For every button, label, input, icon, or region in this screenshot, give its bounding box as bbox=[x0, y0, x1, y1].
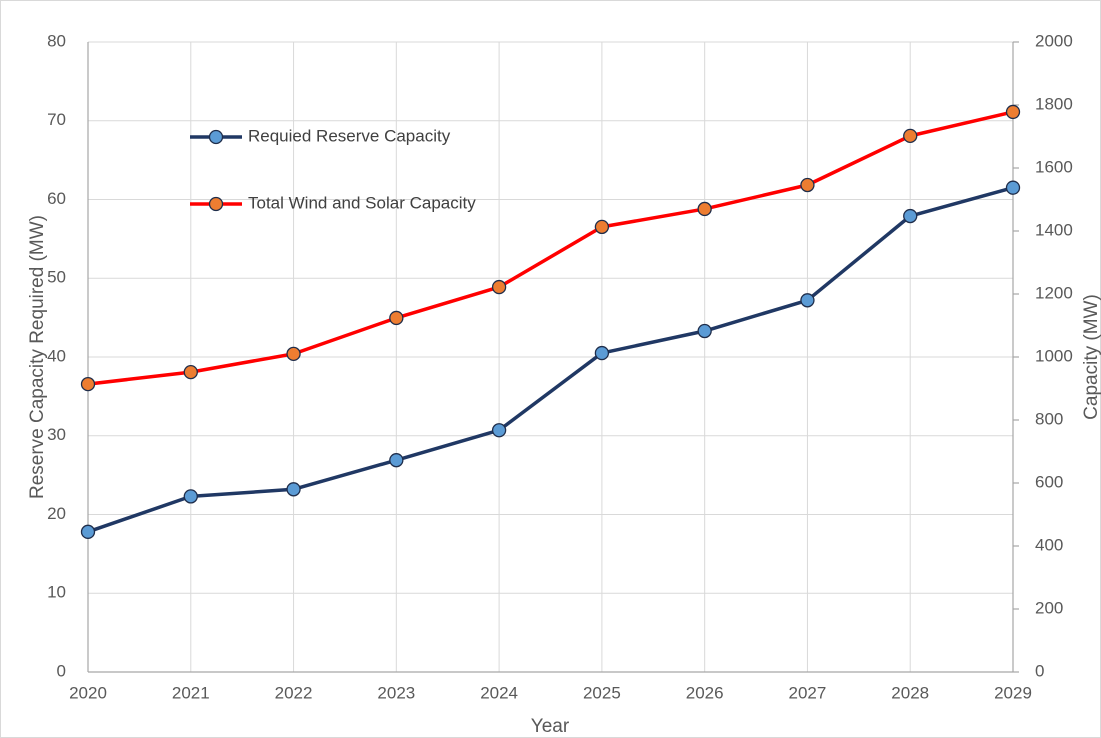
y-tick-label: 20 bbox=[47, 504, 66, 523]
y2-tick-label: 1000 bbox=[1035, 346, 1073, 365]
legend-marker bbox=[208, 129, 224, 145]
data-point bbox=[594, 219, 610, 235]
series-line bbox=[87, 186, 1014, 534]
data-point bbox=[697, 323, 712, 339]
y2-tick-label: 200 bbox=[1035, 598, 1063, 617]
x-tick-label: 2027 bbox=[789, 683, 827, 702]
y-axis-title: Reserve Capacity Required (MW) bbox=[27, 215, 48, 499]
y-tick-label: 30 bbox=[47, 425, 66, 444]
y-tick-label: 60 bbox=[47, 189, 66, 208]
y2-tick-label: 400 bbox=[1035, 535, 1063, 554]
y2-tick-label: 600 bbox=[1035, 472, 1063, 491]
x-tick-label: 2024 bbox=[480, 683, 518, 702]
legend-label: Requied Reserve Capacity bbox=[248, 126, 451, 145]
data-point bbox=[491, 423, 507, 438]
data-point bbox=[389, 310, 404, 326]
data-point bbox=[800, 293, 815, 308]
y2-tick-label: 1400 bbox=[1035, 220, 1073, 239]
data-point bbox=[286, 346, 301, 362]
y-tick-label: 10 bbox=[47, 583, 66, 602]
y2-tick-label: 800 bbox=[1035, 409, 1063, 428]
data-point bbox=[491, 279, 507, 295]
data-point bbox=[800, 177, 815, 193]
data-point bbox=[183, 489, 198, 504]
x-tick-label: 2022 bbox=[275, 683, 313, 702]
data-point bbox=[594, 345, 610, 361]
data-point bbox=[286, 482, 301, 497]
data-point bbox=[697, 201, 712, 217]
x-tick-label: 2021 bbox=[172, 683, 210, 702]
data-point bbox=[903, 128, 918, 144]
x-tick-label: 2020 bbox=[69, 683, 107, 702]
data-point bbox=[1005, 104, 1021, 120]
x-tick-label: 2026 bbox=[686, 683, 724, 702]
y2-tick-label: 0 bbox=[1035, 661, 1044, 680]
x-axis-title: Year bbox=[531, 716, 570, 737]
legend-label: Total Wind and Solar Capacity bbox=[248, 193, 476, 212]
y2-tick-label: 1600 bbox=[1035, 157, 1073, 176]
data-point bbox=[389, 453, 404, 468]
data-point bbox=[1005, 180, 1021, 195]
y-tick-label: 40 bbox=[47, 346, 66, 365]
x-tick-label: 2023 bbox=[377, 683, 415, 702]
y-tick-label: 80 bbox=[47, 31, 66, 50]
y-tick-label: 0 bbox=[57, 661, 66, 680]
data-point bbox=[183, 364, 198, 380]
y-tick-label: 50 bbox=[47, 268, 66, 287]
x-tick-label: 2029 bbox=[994, 683, 1032, 702]
legend-marker bbox=[208, 196, 224, 212]
y2-tick-label: 2000 bbox=[1035, 31, 1073, 50]
data-point bbox=[903, 208, 918, 224]
data-point bbox=[80, 376, 96, 392]
series-line bbox=[87, 110, 1014, 386]
y2-tick-label: 1200 bbox=[1035, 283, 1073, 302]
data-point bbox=[80, 524, 96, 539]
y2-tick-label: 1800 bbox=[1035, 94, 1073, 113]
x-tick-label: 2025 bbox=[583, 683, 621, 702]
y-tick-label: 70 bbox=[47, 110, 66, 129]
y2-axis-title: Capacity (MW) bbox=[1081, 294, 1101, 420]
x-tick-label: 2028 bbox=[891, 683, 929, 702]
